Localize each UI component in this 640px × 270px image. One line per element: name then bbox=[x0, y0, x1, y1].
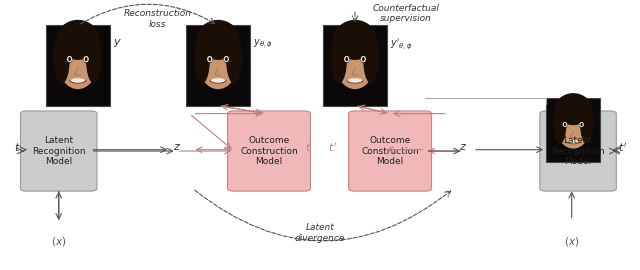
Bar bbox=[186, 25, 250, 106]
Bar bbox=[323, 25, 387, 106]
Ellipse shape bbox=[196, 20, 240, 60]
Ellipse shape bbox=[346, 57, 348, 61]
Bar bbox=[46, 25, 109, 106]
Ellipse shape bbox=[207, 56, 212, 62]
Ellipse shape bbox=[198, 37, 238, 89]
Ellipse shape bbox=[223, 55, 229, 63]
Text: $y$: $y$ bbox=[113, 38, 122, 49]
Text: $(x)$: $(x)$ bbox=[51, 235, 67, 248]
FancyBboxPatch shape bbox=[540, 111, 616, 191]
Ellipse shape bbox=[553, 102, 566, 144]
Ellipse shape bbox=[207, 55, 212, 63]
Text: Latent
Recognition
Model: Latent Recognition Model bbox=[32, 136, 86, 166]
Ellipse shape bbox=[335, 37, 375, 89]
Ellipse shape bbox=[360, 56, 366, 62]
Text: $y'_{\theta,\phi}$: $y'_{\theta,\phi}$ bbox=[390, 38, 413, 52]
FancyBboxPatch shape bbox=[20, 111, 97, 191]
Ellipse shape bbox=[567, 140, 579, 143]
Text: $(x)$: $(x)$ bbox=[564, 235, 579, 248]
Text: $z$: $z$ bbox=[460, 142, 467, 152]
Ellipse shape bbox=[363, 31, 379, 83]
Ellipse shape bbox=[362, 57, 365, 61]
Ellipse shape bbox=[58, 37, 98, 89]
Text: Counterfactual
supervision: Counterfactual supervision bbox=[372, 4, 440, 23]
Text: Latent
divergence: Latent divergence bbox=[295, 223, 345, 242]
Ellipse shape bbox=[344, 55, 349, 63]
Ellipse shape bbox=[85, 57, 88, 61]
Text: $y_{\theta,\phi}$: $y_{\theta,\phi}$ bbox=[253, 38, 273, 50]
Text: Outcome
Construction
Model: Outcome Construction Model bbox=[361, 136, 419, 166]
Ellipse shape bbox=[68, 57, 71, 61]
Text: $t'$: $t'$ bbox=[618, 140, 627, 154]
Ellipse shape bbox=[564, 123, 566, 126]
Ellipse shape bbox=[225, 57, 228, 61]
Ellipse shape bbox=[226, 31, 242, 83]
Ellipse shape bbox=[331, 31, 347, 83]
Bar bbox=[546, 97, 600, 162]
Text: $z$: $z$ bbox=[173, 142, 180, 152]
Text: Reconstruction
loss: Reconstruction loss bbox=[124, 9, 191, 29]
Ellipse shape bbox=[54, 31, 70, 83]
Text: $t$: $t$ bbox=[305, 141, 312, 153]
Ellipse shape bbox=[333, 20, 377, 60]
Ellipse shape bbox=[360, 55, 366, 63]
Ellipse shape bbox=[67, 56, 72, 62]
Text: Latent
Recognition
Model: Latent Recognition Model bbox=[551, 136, 605, 166]
Ellipse shape bbox=[348, 78, 362, 83]
Ellipse shape bbox=[579, 121, 584, 128]
Ellipse shape bbox=[580, 123, 582, 126]
Ellipse shape bbox=[211, 78, 225, 83]
Ellipse shape bbox=[209, 57, 211, 61]
Text: $t$: $t$ bbox=[14, 141, 20, 153]
Ellipse shape bbox=[67, 55, 72, 63]
Text: Outcome
Construction
Model: Outcome Construction Model bbox=[240, 136, 298, 166]
FancyBboxPatch shape bbox=[228, 111, 310, 191]
Text: $t'$: $t'$ bbox=[328, 140, 337, 154]
FancyBboxPatch shape bbox=[349, 111, 431, 191]
Ellipse shape bbox=[71, 78, 85, 83]
Ellipse shape bbox=[563, 121, 568, 128]
Ellipse shape bbox=[83, 56, 89, 62]
Ellipse shape bbox=[344, 56, 349, 62]
Ellipse shape bbox=[557, 107, 590, 148]
Ellipse shape bbox=[194, 31, 210, 83]
Ellipse shape bbox=[83, 55, 89, 63]
Ellipse shape bbox=[56, 20, 100, 60]
Ellipse shape bbox=[223, 56, 229, 62]
Ellipse shape bbox=[580, 102, 594, 144]
Ellipse shape bbox=[563, 122, 567, 127]
Ellipse shape bbox=[555, 93, 592, 125]
Ellipse shape bbox=[579, 122, 584, 127]
Ellipse shape bbox=[86, 31, 102, 83]
